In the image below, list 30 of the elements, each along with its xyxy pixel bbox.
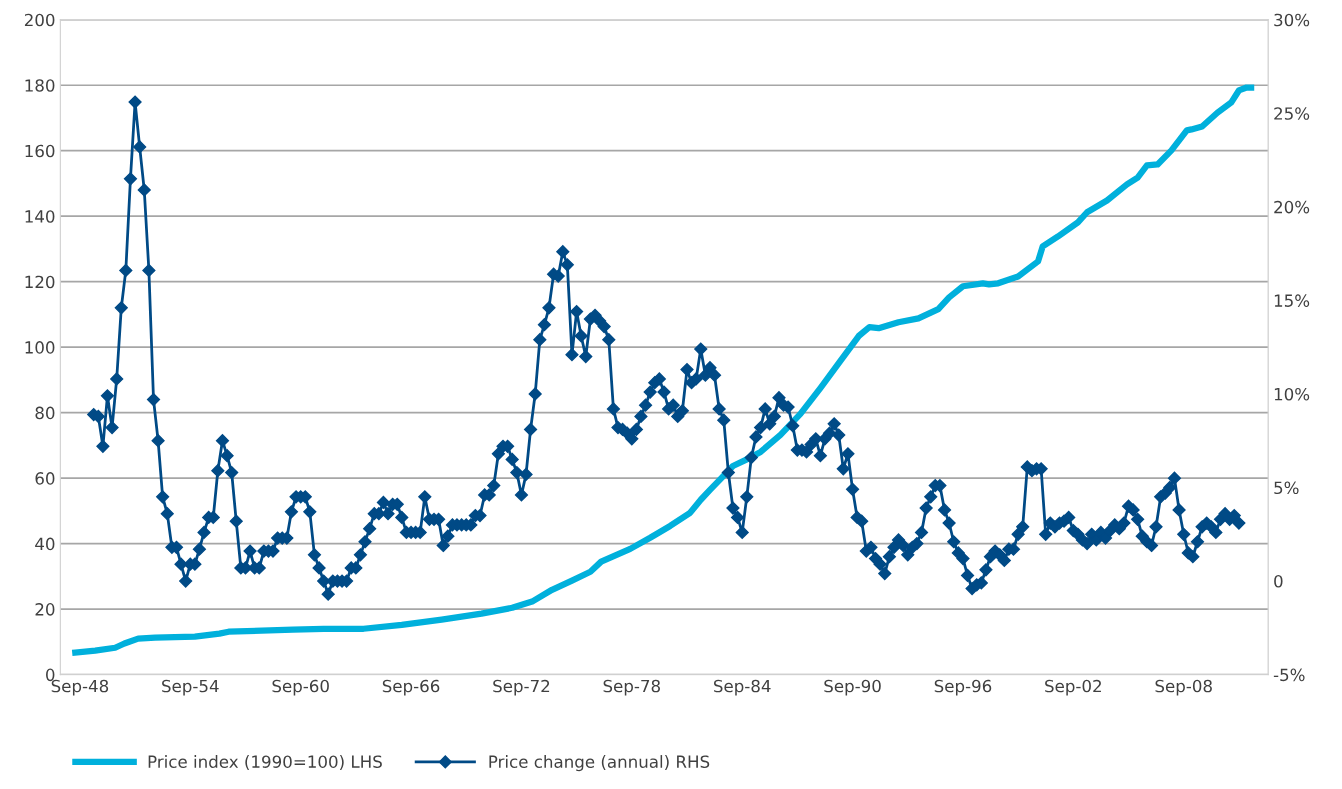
y-tick-label: 160 — [25, 144, 55, 158]
y2-tick-label: 20% — [1274, 200, 1310, 214]
x-tick-label: Sep-60 — [272, 679, 329, 696]
y2-tick-label: 30% — [1274, 13, 1310, 27]
x-tick-label: Sep-84 — [713, 679, 771, 696]
x-tick-label: Sep-54 — [162, 679, 219, 696]
y-tick-label: 100 — [25, 341, 55, 354]
y2-tick-label: 25% — [1274, 107, 1310, 120]
y2-tick-label: -5% — [1273, 668, 1305, 682]
legend-label: Price change (annual) RHS — [489, 755, 710, 772]
y-tick-label: 20 — [35, 603, 55, 616]
x-tick-label: Sep-78 — [603, 679, 660, 696]
y-tick-label: 80 — [35, 406, 55, 420]
y-tick-label: 180 — [25, 79, 55, 92]
x-tick-label: Sep-66 — [382, 679, 440, 696]
y2-tick-label: 0 — [1274, 575, 1283, 588]
y-tick-label: 200 — [24, 13, 55, 27]
y2-tick-label: 5% — [1274, 481, 1299, 495]
x-tick-label: Sep-96 — [934, 679, 992, 696]
legend-label: Price index (1990=100) LHS — [148, 755, 382, 770]
x-tick-label: Sep-08 — [1155, 679, 1212, 696]
x-tick-label: Sep-72 — [493, 679, 550, 696]
x-tick-label: Sep-02 — [1045, 679, 1101, 696]
y2-tick-label: 15% — [1274, 294, 1310, 307]
y-tick-label: 60 — [35, 472, 55, 485]
y-tick-label: 140 — [25, 210, 55, 223]
y-tick-label: 120 — [25, 275, 55, 289]
x-tick-label: Sep-90 — [824, 679, 881, 696]
y-tick-label: 40 — [35, 537, 55, 551]
y2-tick-label: 10% — [1274, 387, 1310, 401]
